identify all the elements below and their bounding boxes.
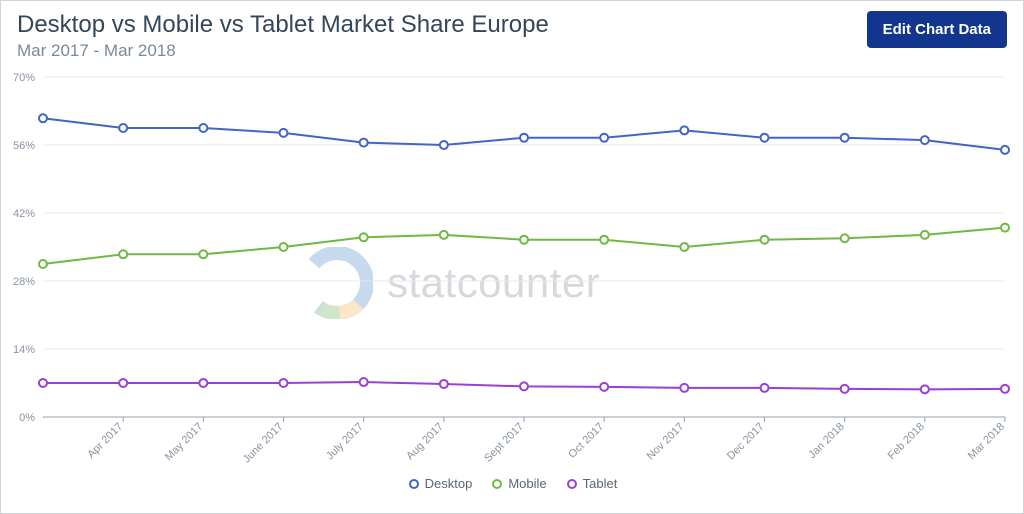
data-point[interactable] xyxy=(1001,224,1009,232)
data-point[interactable] xyxy=(1001,385,1009,393)
data-point[interactable] xyxy=(680,126,688,134)
data-point[interactable] xyxy=(680,384,688,392)
legend-item-tablet[interactable]: Tablet xyxy=(567,476,618,491)
chart-header: Desktop vs Mobile vs Tablet Market Share… xyxy=(1,1,1023,67)
legend-swatch-icon xyxy=(567,479,577,489)
chart-title: Desktop vs Mobile vs Tablet Market Share… xyxy=(17,11,549,39)
data-point[interactable] xyxy=(841,134,849,142)
data-point[interactable] xyxy=(921,385,929,393)
data-point[interactable] xyxy=(680,243,688,251)
data-point[interactable] xyxy=(199,124,207,132)
data-point[interactable] xyxy=(119,250,127,258)
data-point[interactable] xyxy=(921,136,929,144)
data-point[interactable] xyxy=(280,129,288,137)
legend-item-mobile[interactable]: Mobile xyxy=(492,476,546,491)
chart-area: statcounter 0%14%28%42%56%70% Apr 2017Ma… xyxy=(1,67,1024,497)
x-tick-label: Sept 2017 xyxy=(482,421,526,465)
data-point[interactable] xyxy=(440,380,448,388)
data-point[interactable] xyxy=(39,114,47,122)
data-point[interactable] xyxy=(199,379,207,387)
data-point[interactable] xyxy=(360,139,368,147)
chart-subtitle: Mar 2017 - Mar 2018 xyxy=(17,41,549,61)
data-point[interactable] xyxy=(520,382,528,390)
data-point[interactable] xyxy=(600,134,608,142)
line-chart: 0% 14% 28% 42% 56% 70% Apr 2017 May 2017 June 2… xyxy=(1,67,1024,497)
legend-label: Desktop xyxy=(425,476,473,491)
x-tick-label: Nov 2017 xyxy=(645,421,687,463)
x-tick-label: Feb 2018 xyxy=(886,421,927,462)
x-tick-label: Jan 2018 xyxy=(806,421,846,461)
x-tick-label: Dec 2017 xyxy=(725,421,767,463)
data-point[interactable] xyxy=(360,378,368,386)
data-point[interactable] xyxy=(199,250,207,258)
data-point[interactable] xyxy=(841,234,849,242)
legend-swatch-icon xyxy=(409,479,419,489)
data-point[interactable] xyxy=(119,379,127,387)
y-tick-label: 42% xyxy=(13,208,35,220)
data-point[interactable] xyxy=(600,383,608,391)
data-point[interactable] xyxy=(440,231,448,239)
x-tick-label: July 2017 xyxy=(324,421,366,463)
y-axis: 0% 14% 28% 42% 56% 70% xyxy=(13,72,35,424)
data-point[interactable] xyxy=(520,134,528,142)
x-axis: Apr 2017 May 2017 June 2017 July 2017 Aug 20… xyxy=(85,417,1007,465)
y-tick-label: 56% xyxy=(13,140,35,152)
data-point[interactable] xyxy=(39,260,47,268)
x-tick-label: Oct 2017 xyxy=(566,421,606,461)
data-point[interactable] xyxy=(520,236,528,244)
legend-item-desktop[interactable]: Desktop xyxy=(409,476,473,491)
data-point[interactable] xyxy=(440,141,448,149)
legend-swatch-icon xyxy=(492,479,502,489)
y-tick-label: 14% xyxy=(13,344,35,356)
data-point[interactable] xyxy=(1001,146,1009,154)
legend-label: Tablet xyxy=(583,476,618,491)
x-tick-label: Aug 2017 xyxy=(404,421,446,463)
data-point[interactable] xyxy=(841,385,849,393)
data-point[interactable] xyxy=(921,231,929,239)
legend-label: Mobile xyxy=(508,476,546,491)
y-tick-label: 0% xyxy=(19,412,35,424)
y-tick-label: 28% xyxy=(13,276,35,288)
x-tick-label: May 2017 xyxy=(163,421,206,464)
chart-series xyxy=(39,114,1009,393)
data-point[interactable] xyxy=(280,243,288,251)
series-line-mobile xyxy=(43,228,1005,264)
data-point[interactable] xyxy=(360,233,368,241)
chart-legend: Desktop Mobile Tablet xyxy=(1,476,1024,491)
y-tick-label: 70% xyxy=(13,72,35,84)
x-tick-label: June 2017 xyxy=(241,421,286,466)
data-point[interactable] xyxy=(280,379,288,387)
data-point[interactable] xyxy=(761,384,769,392)
title-block: Desktop vs Mobile vs Tablet Market Share… xyxy=(17,11,549,61)
x-tick-label: Apr 2017 xyxy=(85,421,125,461)
data-point[interactable] xyxy=(761,236,769,244)
data-point[interactable] xyxy=(39,379,47,387)
edit-chart-data-button[interactable]: Edit Chart Data xyxy=(867,11,1007,48)
x-tick-label: Mar 2018 xyxy=(966,421,1007,462)
data-point[interactable] xyxy=(761,134,769,142)
data-point[interactable] xyxy=(600,236,608,244)
data-point[interactable] xyxy=(119,124,127,132)
